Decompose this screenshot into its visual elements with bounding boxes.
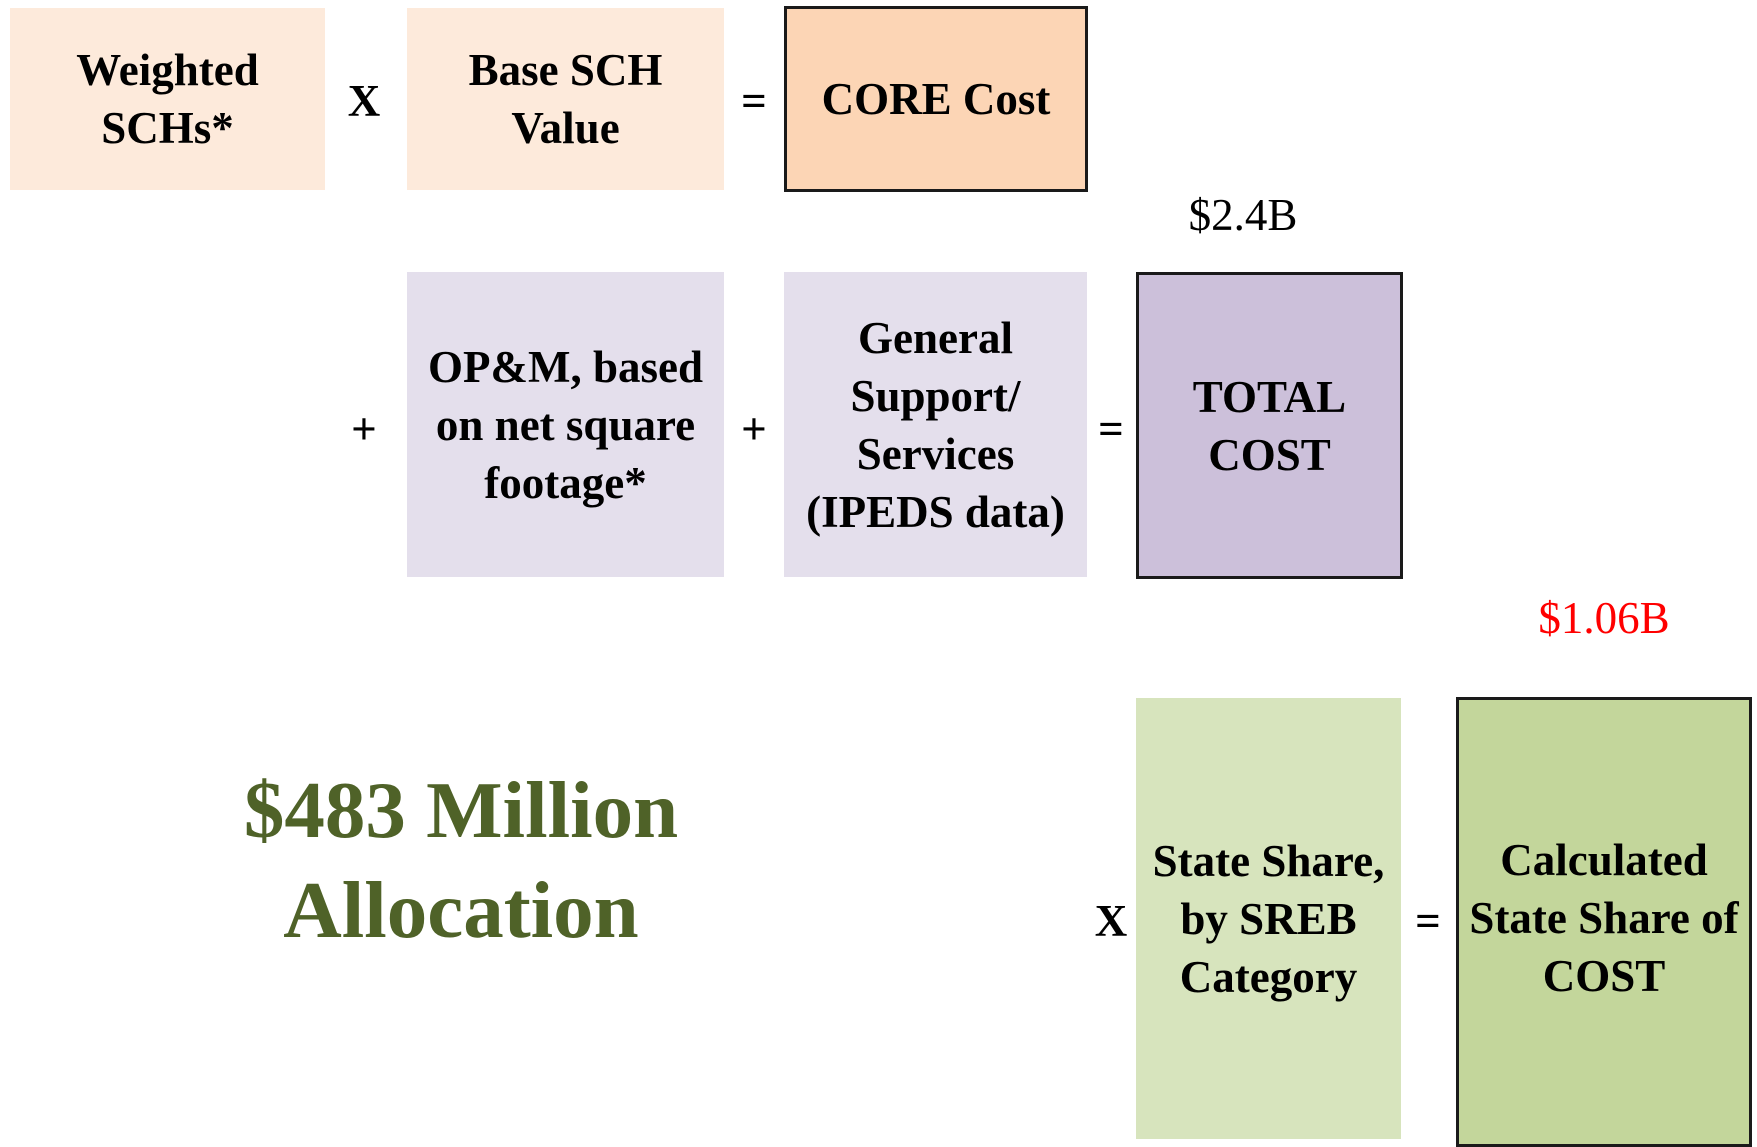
- box-state-share: State Share, by SREB Category: [1136, 698, 1401, 1139]
- box-core-cost: CORE Cost: [784, 6, 1088, 192]
- box-text: Weighted: [76, 45, 259, 95]
- box-text: General: [858, 312, 1013, 363]
- box-calculated-share: Calculated State Share of COST: [1456, 697, 1752, 1147]
- box-base-sch: Base SCH Value: [407, 8, 724, 190]
- operator: +: [351, 404, 377, 454]
- box-text: Value: [511, 103, 620, 153]
- operator: X: [1094, 896, 1128, 946]
- box-text: COST: [1542, 951, 1666, 1001]
- box-text: TOTAL: [1192, 371, 1347, 422]
- operator: =: [741, 76, 767, 126]
- operator: =: [1415, 896, 1441, 946]
- amount: $2.4B: [1188, 190, 1298, 240]
- box-total-cost: TOTAL COST: [1136, 272, 1403, 579]
- box-text: Calculated: [1500, 835, 1708, 885]
- box-text: Services: [856, 428, 1015, 479]
- box-text: OP&M, based: [428, 341, 703, 392]
- operator: X: [347, 76, 381, 126]
- box-text: on net square: [435, 399, 696, 450]
- box-general-support: General Support/ Services (IPEDS data): [784, 272, 1087, 577]
- box-text: by SREB: [1180, 893, 1357, 944]
- box-weighted-schs: Weighted SCHs*: [10, 8, 325, 190]
- box-text: CORE Cost: [821, 74, 1051, 124]
- box-opm: OP&M, based on net square footage*: [407, 272, 724, 577]
- operator: +: [741, 404, 767, 454]
- box-text: Category: [1179, 951, 1358, 1002]
- allocation-text: Allocation: [283, 865, 639, 955]
- box-text: footage*: [484, 457, 647, 508]
- operator: =: [1098, 404, 1124, 454]
- amount: $1.06B: [1538, 593, 1670, 643]
- box-text: State Share,: [1152, 835, 1385, 886]
- allocation-text: $483 Million: [243, 765, 679, 855]
- allocation: $483 Million Allocation: [161, 760, 761, 960]
- box-text: Base SCH: [468, 45, 663, 95]
- box-text: Support/: [850, 370, 1021, 421]
- box-text: State Share of: [1469, 893, 1739, 943]
- box-text: COST: [1208, 429, 1331, 480]
- box-text: (IPEDS data): [806, 486, 1065, 537]
- box-text: SCHs*: [101, 103, 234, 153]
